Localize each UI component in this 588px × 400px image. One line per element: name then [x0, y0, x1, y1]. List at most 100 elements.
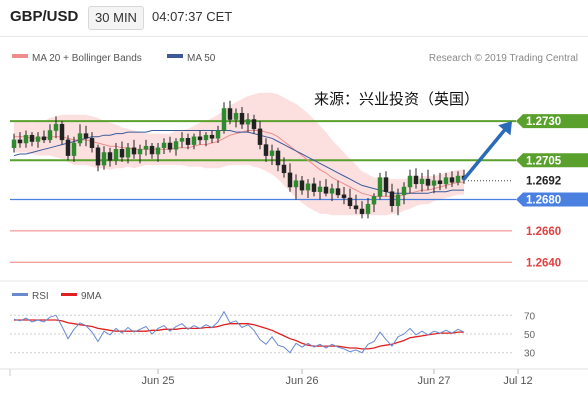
- candle: [305, 179, 311, 198]
- source-annotation: 来源：兴业投资（英国）: [314, 90, 479, 108]
- candle: [251, 114, 257, 134]
- rsi-grid: 70 50 30: [10, 311, 536, 360]
- legend-label-bollinger: MA 20 + Bollinger Bands: [32, 53, 142, 64]
- x-tick-label: Jun 27: [417, 375, 450, 387]
- candle: [299, 176, 305, 195]
- candle: [227, 100, 233, 125]
- rsi-lines: [13, 310, 465, 354]
- candle: [203, 132, 209, 147]
- candle: [287, 163, 293, 192]
- candle: [455, 171, 461, 186]
- time-label: 04:07:37 CET: [152, 9, 233, 24]
- level-tag: 1.2705: [516, 153, 588, 168]
- rsi-tick-label: 70: [524, 311, 536, 322]
- candle: [53, 116, 59, 139]
- candle: [35, 132, 41, 148]
- candle: [377, 172, 383, 200]
- candle: [65, 135, 71, 161]
- arrow-head: [498, 121, 512, 136]
- candle: [47, 124, 53, 143]
- candle: [23, 130, 29, 148]
- moving-averages: [13, 130, 464, 197]
- candle: [197, 130, 203, 145]
- candle: [383, 171, 389, 197]
- legend-swatch-ma50: [167, 54, 183, 58]
- level-label: 1.2660: [526, 226, 561, 238]
- candle: [11, 133, 17, 153]
- candle: [209, 130, 215, 143]
- candle: [449, 171, 455, 187]
- candle: [167, 136, 173, 153]
- candle: [395, 188, 401, 216]
- chart-header: GBP/USD 30 MIN 04:07:37 CET: [0, 0, 588, 36]
- candle: [293, 174, 299, 200]
- candle: [443, 172, 449, 189]
- candle: [359, 201, 365, 219]
- bollinger-band: [14, 92, 464, 216]
- rsi-line: [13, 310, 465, 354]
- candle: [353, 194, 359, 214]
- candle: [131, 139, 137, 159]
- candle: [275, 147, 281, 172]
- candle: [323, 179, 329, 197]
- candle: [317, 180, 323, 200]
- timeframe-button[interactable]: 30 MIN: [88, 6, 144, 30]
- candle: [125, 143, 131, 164]
- legend-label-ma50: MA 50: [187, 53, 216, 64]
- candle: [185, 133, 191, 150]
- candle: [179, 132, 185, 148]
- candle: [413, 168, 419, 189]
- candle: [29, 132, 35, 147]
- candle: [149, 143, 155, 159]
- level-tag-label: 1.2680: [526, 195, 561, 207]
- candles: [11, 100, 467, 219]
- candle: [71, 136, 77, 162]
- arrow-shaft: [462, 128, 507, 181]
- candle: [89, 132, 95, 153]
- candle: [431, 174, 437, 194]
- rsi-tick-label: 30: [524, 349, 536, 360]
- legend-swatch-9ma: [61, 293, 77, 296]
- candle: [263, 138, 269, 162]
- level-tag-label: 1.2730: [526, 116, 561, 128]
- x-tick-label: Jun 26: [285, 375, 318, 387]
- candle: [371, 193, 377, 213]
- copyright-text: Research © 2019 Trading Central: [429, 53, 578, 64]
- forecast-arrow: [462, 121, 512, 181]
- legend-swatch-bollinger: [12, 54, 28, 58]
- candle: [239, 107, 245, 129]
- x-tick-label: Jul 12: [503, 375, 532, 387]
- candle: [329, 183, 335, 202]
- candle: [311, 177, 317, 197]
- candle: [215, 125, 221, 143]
- candle: [437, 172, 443, 191]
- candle: [161, 138, 167, 154]
- rsi-tick-label: 50: [524, 330, 536, 341]
- level-lines: [10, 120, 516, 263]
- ma50-line: [13, 130, 464, 194]
- candle: [41, 130, 47, 143]
- candle: [245, 113, 251, 133]
- candle: [389, 183, 395, 213]
- candle: [155, 143, 161, 162]
- candle: [173, 138, 179, 156]
- legend-label-rsi: RSI: [32, 291, 49, 302]
- legend-label-9ma: 9MA: [81, 291, 102, 302]
- ma20-line: [14, 130, 464, 197]
- candle: [101, 146, 107, 170]
- x-axis: Jun 25 Jun 26 Jun 27 Jul 12: [0, 368, 588, 387]
- candle: [401, 182, 407, 205]
- candle: [137, 144, 143, 164]
- level-tag: 1.2730: [516, 114, 588, 129]
- candle: [233, 108, 239, 128]
- candle: [257, 121, 263, 150]
- candle: [425, 169, 431, 191]
- candle: [83, 125, 89, 147]
- x-tick-label: Jun 25: [141, 375, 174, 387]
- candle: [419, 172, 425, 192]
- candle: [335, 180, 341, 198]
- candle: [143, 139, 149, 156]
- level-label: 1.2640: [526, 257, 561, 269]
- bollinger-fill: [14, 92, 464, 216]
